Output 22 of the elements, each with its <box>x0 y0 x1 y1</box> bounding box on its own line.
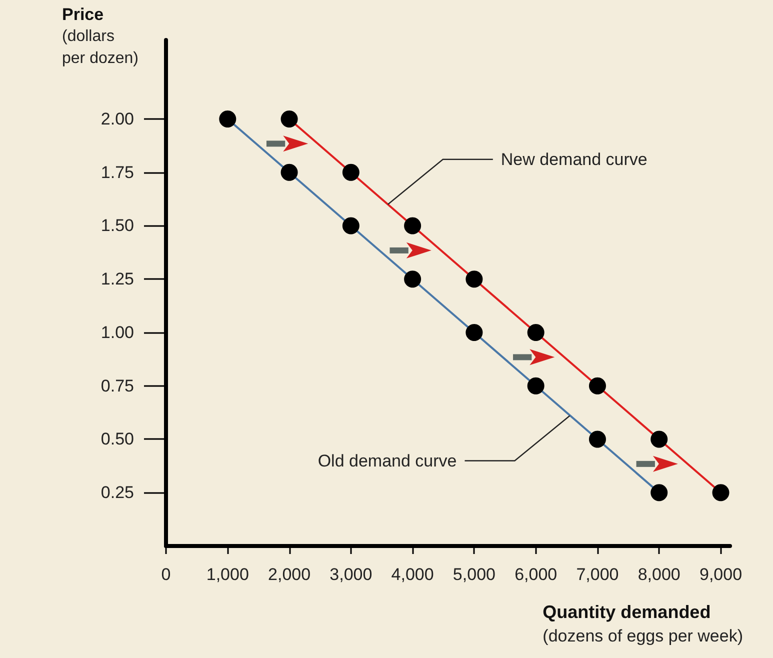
y-tick-label: 1.00 <box>100 323 134 342</box>
x-tick-label: 8,000 <box>638 565 680 584</box>
x-tick-label: 0 <box>161 565 171 584</box>
x-tick-label: 6,000 <box>514 565 558 584</box>
x-tick-label: 3,000 <box>330 565 372 584</box>
y-tick-label: 1.50 <box>100 216 134 236</box>
x-tick-label: 4,000 <box>391 565 434 584</box>
y-tick-label: 0.50 <box>100 430 134 449</box>
y-tick-label: 2.00 <box>100 109 134 128</box>
x-tick-label: 7,000 <box>576 565 619 584</box>
x-tick-label: 1,000 <box>206 565 249 584</box>
x-tick-label: 9,000 <box>699 565 742 584</box>
y-tick-label: 1.25 <box>100 270 134 289</box>
y-tick-label: 0.25 <box>100 483 134 502</box>
x-tick-label: 2,000 <box>268 565 311 584</box>
annotation: New demand curve <box>500 150 648 169</box>
annotation: Old demand curve <box>318 451 457 470</box>
x-tick-label: 5,000 <box>452 565 496 584</box>
y-axis-title: Price (dollars per dozen) <box>62 5 138 67</box>
y-tick-label: 1.75 <box>100 162 134 182</box>
x-axis-title: Quantity demanded (dozens of eggs per week) <box>542 602 744 646</box>
y-tick-label: 0.75 <box>100 376 134 396</box>
